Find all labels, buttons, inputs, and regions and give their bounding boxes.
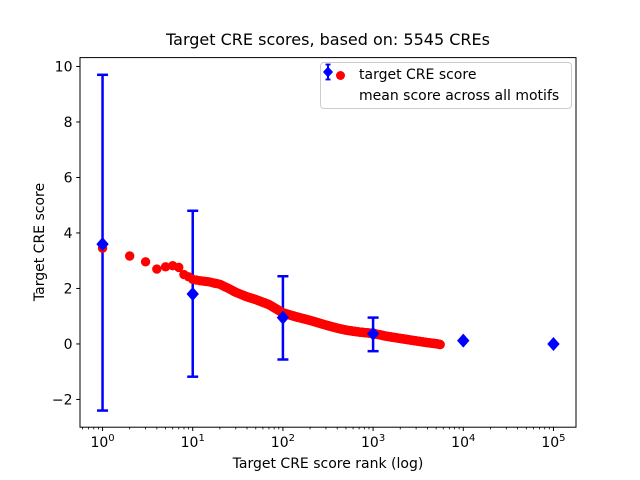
legend-label-mean-score: mean score across all motifs <box>359 88 560 104</box>
y-tick-label: 4 <box>64 226 73 242</box>
mean-diamond-series <box>96 237 560 351</box>
x-tick-label: 103 <box>361 433 385 451</box>
mean-diamond-marker <box>547 336 560 351</box>
x-tick-label: 101 <box>181 433 205 451</box>
legend-entry-target-cre-score: target CRE score <box>321 65 571 86</box>
y-tick-label: 0 <box>64 337 73 353</box>
y-axis-label: Target CRE score <box>32 182 48 302</box>
x-tick-label: 102 <box>271 433 295 451</box>
legend: target CRE score mean score across all m… <box>320 62 572 109</box>
red-circle-icon <box>321 70 359 80</box>
mean-diamond-marker <box>96 237 109 252</box>
mean-diamond-marker <box>186 287 199 302</box>
mean-diamond-marker <box>366 326 380 341</box>
error-bars <box>97 73 379 412</box>
legend-entry-mean-score: mean score across all motifs <box>321 63 571 107</box>
red-dot <box>124 251 135 261</box>
mean-diamond-marker <box>276 310 290 325</box>
x-axis-ticks: 100 101 102 103 104 105 <box>90 427 566 451</box>
y-tick-label: 2 <box>64 281 73 297</box>
x-tick-label: 105 <box>541 433 565 451</box>
y-tick-label: 8 <box>64 115 73 131</box>
y-tick-label: 10 <box>55 59 73 75</box>
red-scatter-series <box>97 243 445 350</box>
x-tick-label: 100 <box>90 433 114 451</box>
mean-diamond-marker <box>457 333 470 348</box>
y-tick-label: 6 <box>64 170 73 186</box>
red-dot <box>174 262 184 273</box>
legend-label-target-cre-score: target CRE score <box>359 67 477 83</box>
y-axis-ticks: 10 8 6 4 2 0 −2 <box>52 59 80 408</box>
x-axis-label: Target CRE score rank (log) <box>232 456 424 472</box>
chart-title: Target CRE scores, based on: 5545 CREs <box>166 30 490 49</box>
x-tick-label: 104 <box>451 433 475 451</box>
y-tick-label: −2 <box>52 392 73 408</box>
red-dot <box>435 339 445 350</box>
red-dot <box>152 264 162 274</box>
red-dot <box>140 257 151 267</box>
axes-spines <box>79 57 577 428</box>
red-dot <box>160 262 171 272</box>
